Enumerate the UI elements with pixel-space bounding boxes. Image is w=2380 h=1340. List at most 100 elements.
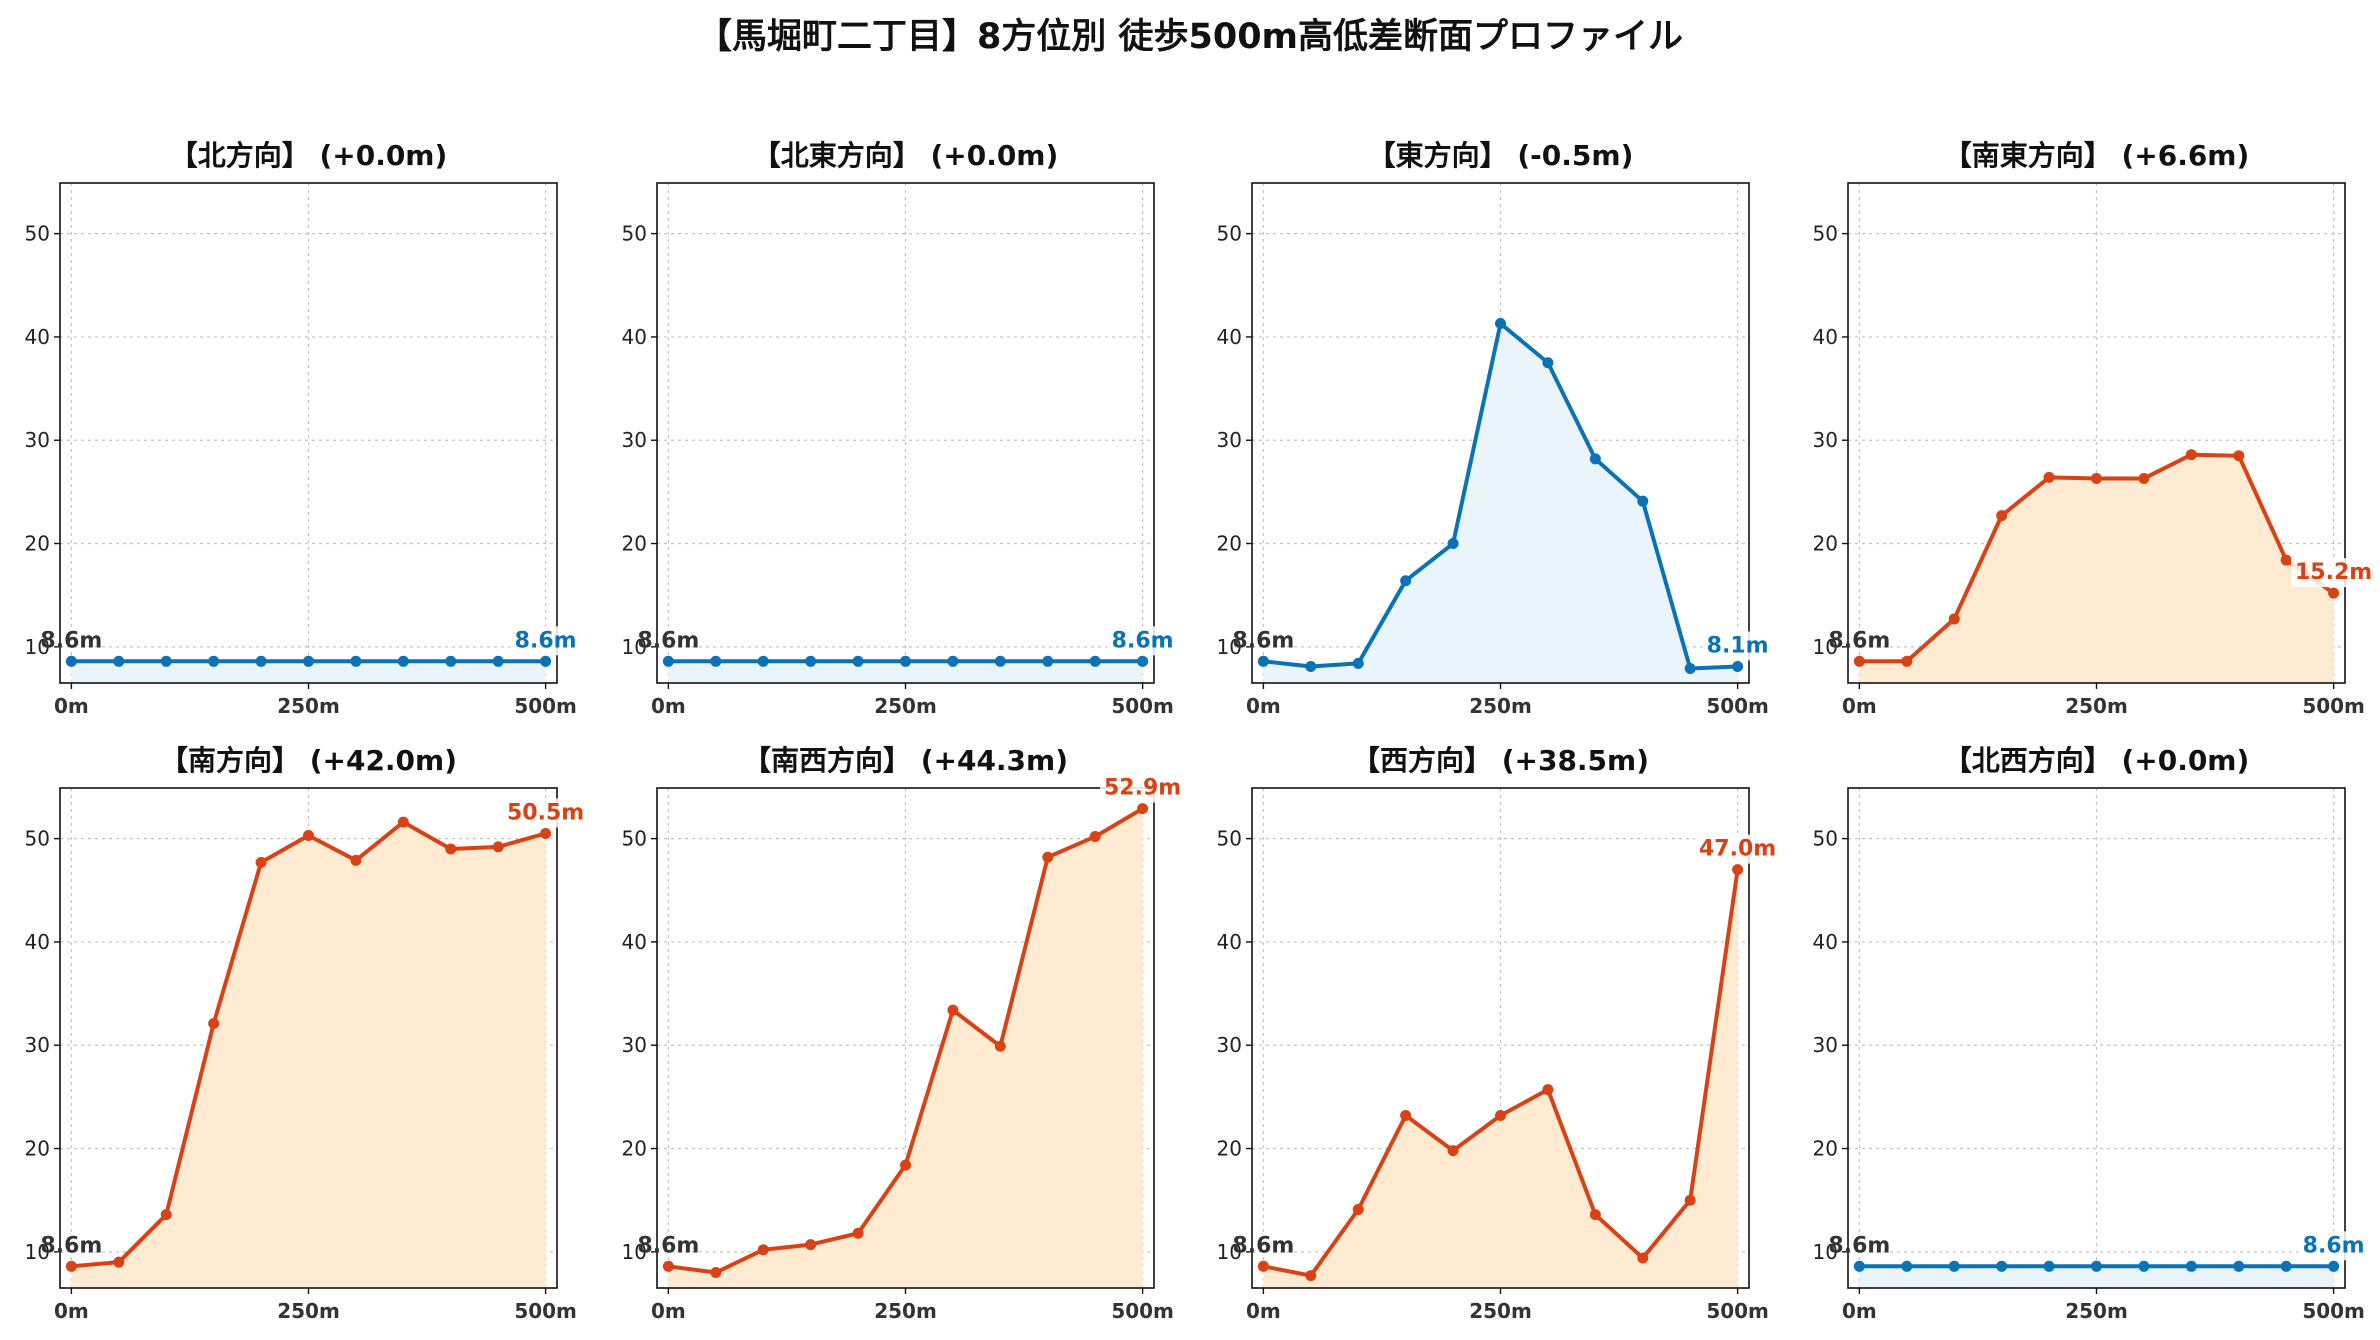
data-point: [1996, 510, 2008, 522]
x-tick-label: 500m: [1111, 1299, 1174, 1323]
y-tick-label: 30: [1217, 1033, 1242, 1057]
data-point: [1996, 1260, 2008, 1272]
data-point: [1137, 655, 1149, 667]
label-bg: [510, 626, 581, 656]
label-bg: [2298, 1231, 2369, 1261]
y-tick-label: 10: [622, 635, 647, 659]
data-point: [208, 655, 220, 667]
figure-title: 【馬堀町二丁目】8方位別 徒歩500m高低差断面プロファイル: [696, 17, 1684, 57]
end-elevation-text: 50.5m: [507, 800, 584, 825]
data-point: [1305, 660, 1317, 672]
data-point: [852, 655, 864, 667]
y-tick-label: 20: [25, 532, 50, 556]
end-elevation-label: 8.6m: [1107, 626, 1178, 656]
x-tick-label: 500m: [1706, 694, 1769, 718]
profile-fill: [668, 808, 1143, 1288]
y-tick-label: 50: [622, 827, 647, 851]
x-tick-label: 500m: [514, 1299, 577, 1323]
data-point: [445, 655, 457, 667]
end-elevation-text: 8.6m: [515, 628, 577, 653]
data-point: [445, 843, 457, 855]
data-point: [1901, 1260, 1913, 1272]
y-tick-label: 30: [25, 1033, 50, 1057]
subplot-title: 【西方向】 (+38.5m): [1352, 744, 1649, 777]
data-point: [1495, 1109, 1506, 1121]
data-point: [1089, 655, 1101, 667]
x-tick-label: 250m: [1469, 694, 1532, 718]
x-tick-label: 500m: [1111, 694, 1174, 718]
subplot-title: 【北東方向】 (+0.0m): [753, 139, 1059, 172]
y-tick-label: 20: [1813, 532, 1838, 556]
data-point: [662, 655, 674, 667]
data-point: [1352, 1203, 1364, 1215]
subplot-title: 【北西方向】 (+0.0m): [1944, 744, 2250, 777]
y-tick-label: 40: [25, 325, 50, 349]
profile-fill: [71, 661, 546, 683]
subplot-title: 【南西方向】 (+44.3m): [743, 744, 1068, 777]
data-point: [805, 655, 817, 667]
x-tick-label: 0m: [651, 1299, 686, 1323]
data-point: [2233, 450, 2245, 462]
x-tick-label: 0m: [1842, 1299, 1877, 1323]
data-point: [255, 655, 267, 667]
profile-fill: [71, 822, 546, 1288]
profile-fill: [1859, 1266, 2334, 1288]
label-bg: [1100, 773, 1186, 803]
data-point: [2043, 1260, 2055, 1272]
data-point: [1305, 1270, 1317, 1282]
end-elevation-label: 8.1m: [1702, 631, 1773, 661]
data-point: [113, 655, 125, 667]
data-point: [255, 856, 267, 868]
data-point: [947, 1004, 959, 1016]
end-elevation-label: 15.2m: [2291, 558, 2377, 588]
y-tick-label: 10: [1813, 1240, 1838, 1264]
data-point: [1684, 1194, 1696, 1206]
end-elevation-text: 8.6m: [2303, 1233, 2365, 1258]
y-tick-label: 30: [622, 1033, 647, 1057]
data-point: [208, 1018, 220, 1030]
data-point: [1948, 1260, 1960, 1272]
x-tick-label: 0m: [1246, 694, 1281, 718]
y-tick-label: 30: [25, 428, 50, 452]
data-point: [2138, 472, 2150, 484]
axes-frame: [1847, 787, 2346, 1289]
data-point: [303, 830, 314, 842]
y-tick-label: 50: [25, 222, 50, 246]
end-elevation-label: 47.0m: [1695, 834, 1781, 864]
data-point: [1089, 831, 1101, 843]
data-point: [2233, 1260, 2245, 1272]
y-tick-label: 20: [1217, 1137, 1242, 1161]
x-tick-label: 500m: [2302, 694, 2365, 718]
data-point: [900, 1159, 911, 1171]
y-tick-label: 20: [25, 1137, 50, 1161]
y-tick-label: 10: [25, 1240, 50, 1264]
y-tick-label: 50: [622, 222, 647, 246]
data-point: [1447, 538, 1459, 550]
data-point: [1637, 495, 1649, 507]
data-point: [350, 854, 362, 866]
y-tick-label: 30: [1217, 428, 1242, 452]
data-point: [160, 1209, 172, 1221]
subplot-title: 【南東方向】 (+6.6m): [1944, 139, 2250, 172]
y-tick-label: 20: [1217, 532, 1242, 556]
data-point: [994, 1040, 1006, 1052]
label-bg: [503, 798, 589, 828]
data-point: [1901, 655, 1913, 667]
data-point: [2328, 1260, 2340, 1272]
end-elevation-text: 47.0m: [1699, 837, 1776, 862]
data-point: [1352, 657, 1364, 669]
x-tick-label: 500m: [1706, 1299, 1769, 1323]
y-tick-label: 20: [622, 532, 647, 556]
start-elevation-label: 8.6m: [40, 1233, 102, 1258]
y-tick-label: 40: [1813, 325, 1838, 349]
y-tick-label: 10: [1217, 1240, 1242, 1264]
data-point: [1257, 1260, 1269, 1272]
data-point: [397, 816, 409, 828]
data-point: [994, 655, 1006, 667]
x-tick-label: 250m: [1469, 1299, 1532, 1323]
x-tick-label: 250m: [2065, 694, 2128, 718]
